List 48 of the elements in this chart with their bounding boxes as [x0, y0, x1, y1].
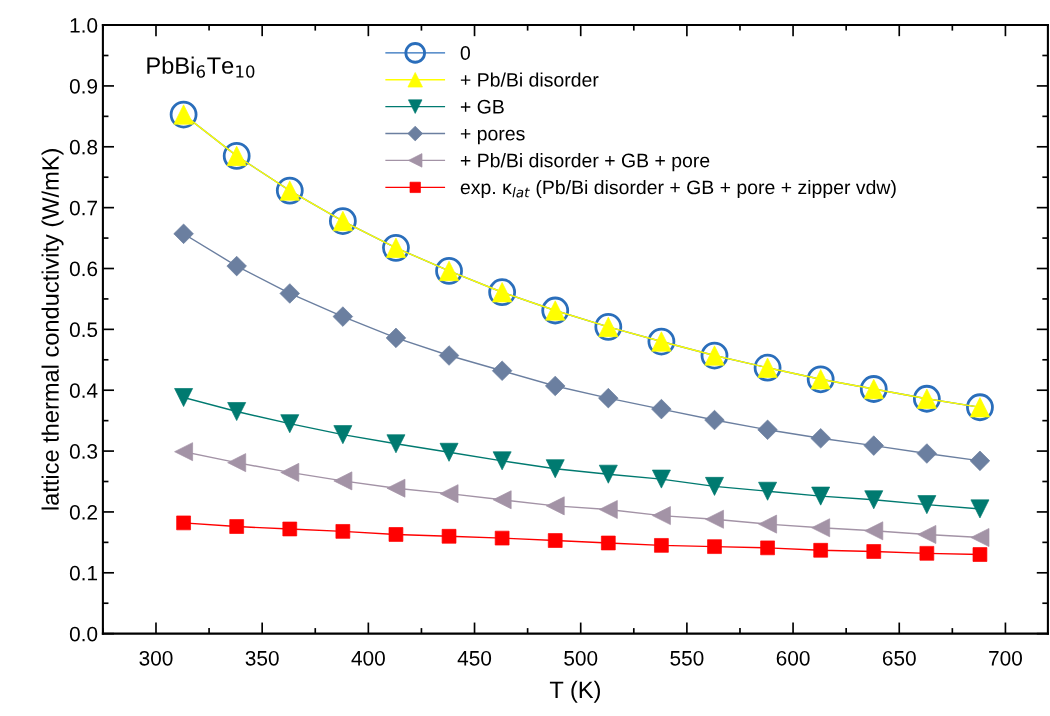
point: [494, 530, 510, 546]
y-tick-label: 0.9: [69, 78, 98, 94]
point: [704, 409, 725, 431]
x-tick-label: 450: [457, 650, 492, 666]
y-tick-label: 1.0: [70, 18, 98, 33]
point: [651, 398, 672, 420]
y-tick-label: 0.8: [69, 139, 98, 155]
legend-label: exp. κ$_{lat}$ (Pb/Bi disorder + GB + pore + zipper vdw): [460, 179, 896, 199]
legend-label: + pores: [460, 129, 525, 145]
x-axis-title: T (K): [549, 680, 600, 703]
x-tick-label: 300: [139, 650, 173, 666]
point: [601, 535, 616, 551]
y-axis-title: lattice thermal conductivity (W/mK): [41, 149, 64, 510]
y-tick-label: 0.1: [69, 565, 98, 581]
legend-label: + GB: [460, 99, 504, 114]
point: [282, 521, 298, 537]
point: [174, 388, 193, 407]
y-tick-label: 0.6: [69, 261, 98, 277]
point: [491, 360, 513, 381]
x-tick-label: 600: [776, 650, 810, 666]
point: [811, 518, 831, 538]
point: [864, 521, 884, 541]
legend-label: + Pb/Bi disorder: [460, 72, 599, 87]
x-tick-label: 350: [245, 650, 279, 666]
annotation: PbBi$_{6}$Te$_{10}$: [147, 56, 255, 78]
x-tick-label: 500: [564, 650, 598, 666]
point: [969, 450, 991, 471]
point: [173, 223, 194, 244]
point: [919, 546, 935, 561]
point: [810, 428, 831, 449]
y-tick-label: 0.3: [69, 444, 98, 459]
x-tick-label: 400: [351, 650, 385, 666]
legend-label: + Pb/Bi disorder + GB + pore: [460, 153, 710, 172]
y-tick-label: 0.0: [69, 626, 98, 642]
x-tick-label: 700: [989, 650, 1022, 666]
point: [332, 306, 354, 327]
y-tick-label: 0.5: [69, 322, 98, 338]
y-tick-label: 0.2: [69, 504, 97, 520]
point: [174, 442, 193, 462]
point: [227, 453, 247, 473]
point: [705, 509, 724, 529]
x-tick-label: 650: [882, 650, 916, 666]
y-tick-label: 0.7: [69, 200, 97, 216]
legend-label: 0: [460, 46, 470, 60]
x-tick-label: 550: [670, 650, 704, 666]
point: [545, 375, 566, 397]
y-tick-label: 0.4: [69, 383, 98, 398]
point: [598, 387, 619, 409]
